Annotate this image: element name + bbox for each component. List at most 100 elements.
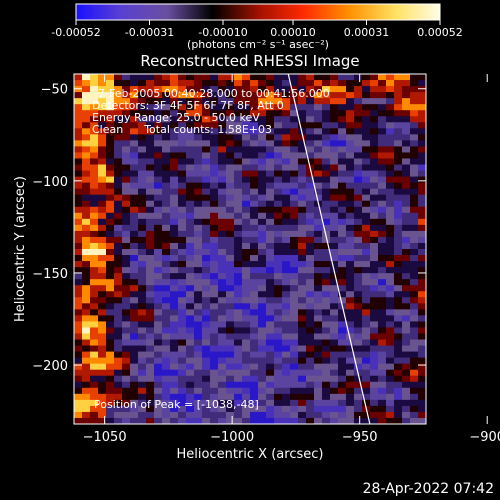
heatmap-cell <box>322 405 331 413</box>
heatmap-cell <box>362 206 371 214</box>
heatmap-cell <box>98 80 107 87</box>
heatmap-cell <box>330 218 339 226</box>
heatmap-cell <box>258 98 267 105</box>
heatmap-cell <box>242 273 251 280</box>
heatmap-cell <box>202 357 211 365</box>
heatmap-cell <box>138 249 147 256</box>
heatmap-cell <box>98 176 107 184</box>
heatmap-cell <box>402 393 411 401</box>
heatmap-cell <box>378 261 387 268</box>
heatmap-cell <box>74 351 83 359</box>
heatmap-cell <box>410 261 419 268</box>
heatmap-cell <box>378 200 387 208</box>
heatmap-cell <box>250 212 259 220</box>
heatmap-cell <box>306 104 315 111</box>
heatmap-cell <box>146 110 155 117</box>
heatmap-cell <box>122 351 131 359</box>
heatmap-cell <box>338 417 347 425</box>
heatmap-cell <box>370 249 379 256</box>
heatmap-cell <box>266 411 275 419</box>
heatmap-cell <box>234 411 243 419</box>
heatmap-cell <box>210 182 219 190</box>
heatmap-cell <box>98 140 107 147</box>
heatmap-cell <box>178 98 187 105</box>
heatmap-cell <box>362 417 371 425</box>
heatmap-cell <box>130 417 139 425</box>
heatmap-cell <box>170 158 179 166</box>
heatmap-cell <box>138 291 147 298</box>
heatmap-cell <box>154 351 163 359</box>
heatmap-cell <box>82 297 91 304</box>
heatmap-cell <box>322 80 331 87</box>
heatmap-cell <box>154 224 163 232</box>
heatmap-cell <box>282 255 291 262</box>
heatmap-cell <box>130 134 139 141</box>
heatmap-cell <box>250 357 259 365</box>
heatmap-cell <box>290 369 299 377</box>
heatmap-cell <box>82 393 91 401</box>
heatmap-cell <box>338 194 347 202</box>
heatmap-cell <box>258 393 267 401</box>
heatmap-cell <box>234 357 243 365</box>
heatmap-cell <box>194 218 203 226</box>
heatmap-cell <box>386 86 395 93</box>
heatmap-cell <box>210 152 219 159</box>
heatmap-cell <box>234 375 243 383</box>
heatmap-cell <box>154 182 163 190</box>
heatmap-cell <box>330 279 339 286</box>
heatmap-cell <box>370 345 379 353</box>
heatmap-cell <box>154 170 163 178</box>
heatmap-cell <box>314 200 323 208</box>
heatmap-cell <box>242 291 251 298</box>
heatmap-cell <box>170 321 179 328</box>
heatmap-cell <box>90 417 99 425</box>
heatmap-cell <box>106 369 115 377</box>
heatmap-cell <box>282 387 291 395</box>
heatmap-cell <box>282 411 291 419</box>
heatmap-cell <box>402 381 411 389</box>
heatmap-cell <box>98 411 107 419</box>
heatmap-cell <box>90 110 99 117</box>
heatmap-cell <box>130 303 139 310</box>
heatmap-cell <box>154 411 163 419</box>
heatmap-cell <box>202 339 211 347</box>
heatmap-cell <box>122 381 131 389</box>
x-tick-label: −900 <box>469 430 500 445</box>
heatmap-cell <box>290 182 299 190</box>
heatmap-cell <box>250 236 259 244</box>
heatmap-cell <box>386 291 395 298</box>
heatmap-cell <box>258 110 267 117</box>
heatmap-cell <box>138 411 147 419</box>
heatmap-cell <box>170 411 179 419</box>
heatmap-cell <box>74 236 83 244</box>
heatmap-cell <box>322 230 331 238</box>
heatmap-cell <box>98 255 107 262</box>
heatmap-cell <box>226 339 235 347</box>
heatmap-cell <box>234 188 243 196</box>
heatmap-cell <box>242 333 251 341</box>
heatmap-cell <box>314 146 323 153</box>
heatmap-cell <box>210 279 219 286</box>
heatmap-cell <box>394 176 403 184</box>
heatmap-cell <box>410 224 419 232</box>
heatmap-cell <box>226 255 235 262</box>
heatmap-cell <box>250 399 259 407</box>
heatmap-cell <box>186 279 195 286</box>
heatmap-cell <box>418 375 427 383</box>
heatmap-cell <box>378 140 387 147</box>
heatmap-cell <box>234 369 243 377</box>
heatmap-cell <box>410 405 419 413</box>
heatmap-cell <box>354 417 363 425</box>
colorbar-tick-label: -0.00010 <box>198 26 247 39</box>
heatmap-cell <box>210 285 219 292</box>
heatmap-cell <box>170 345 179 353</box>
heatmap-cell <box>290 236 299 244</box>
heatmap-cell <box>258 218 267 226</box>
heatmap-cell <box>106 218 115 226</box>
heatmap-cell <box>258 261 267 268</box>
heatmap-cell <box>114 351 123 359</box>
heatmap-cell <box>234 255 243 262</box>
heatmap-cell <box>154 273 163 280</box>
heatmap-cell <box>250 164 259 172</box>
heatmap-cell <box>386 387 395 395</box>
